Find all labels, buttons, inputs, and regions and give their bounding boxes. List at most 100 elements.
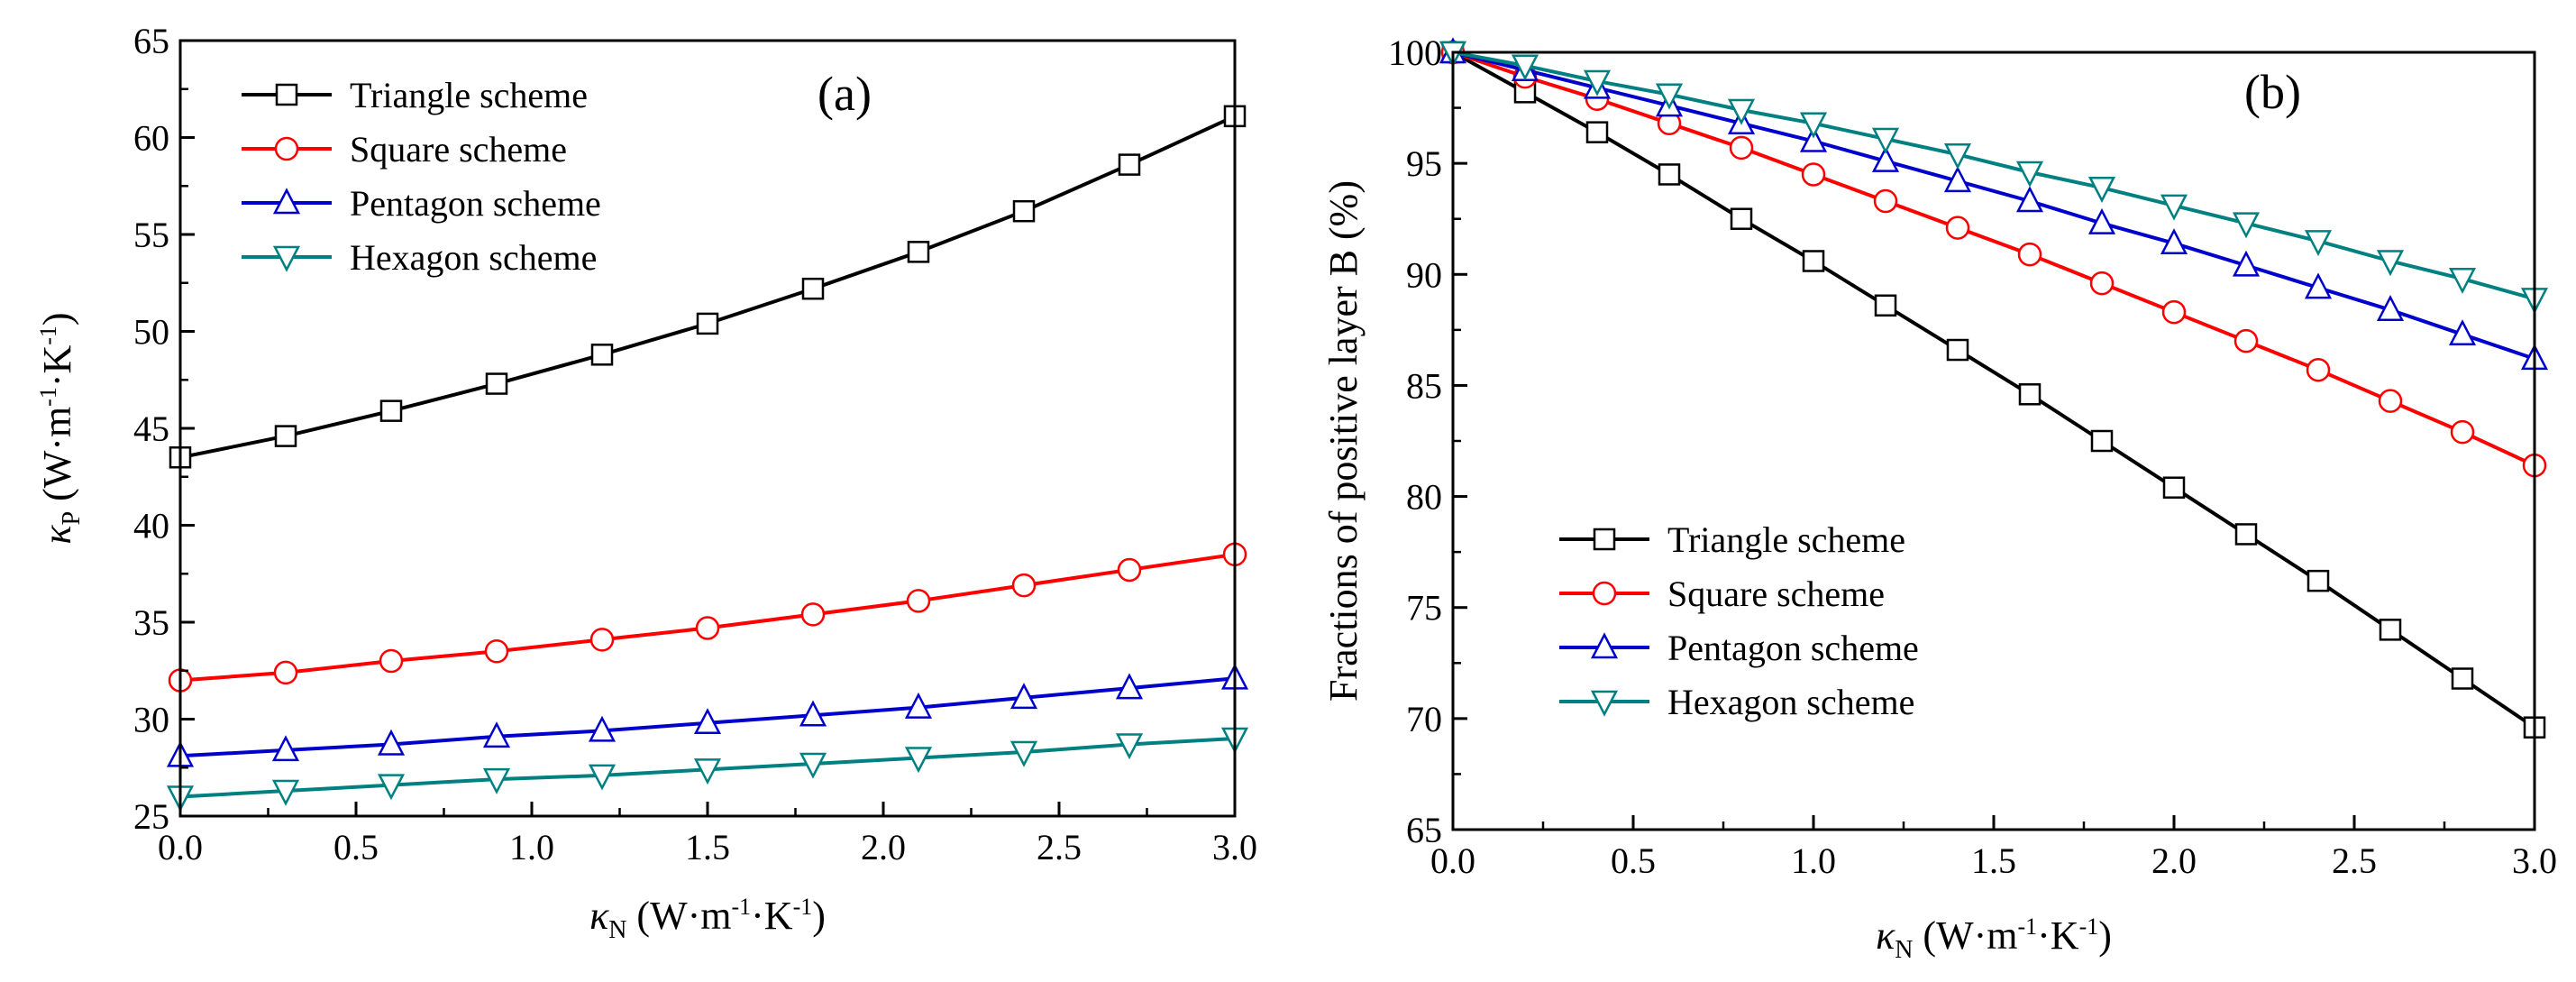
panel-a-data-point-triangle <box>696 312 719 335</box>
panel-b-data-point-hexagon <box>2232 212 2261 239</box>
panel-a-legend-entry-square: Square scheme <box>242 129 567 170</box>
panel-b-legend-marker-pentagon <box>1590 632 1619 659</box>
y-tick-label: 25 <box>133 796 169 837</box>
x-tick-label: 1.5 <box>685 827 730 867</box>
x-tick-label: 2.5 <box>2332 840 2377 881</box>
panel-a-data-point-triangle <box>485 372 508 395</box>
panel-a-data-point-square <box>1011 573 1037 598</box>
panel-b-series-line-square <box>1452 50 2535 467</box>
panel-a-legend-label-pentagon: Pentagon scheme <box>350 183 601 224</box>
panel-b-data-point-hexagon <box>2304 230 2333 257</box>
y-tick-label: 40 <box>133 506 169 546</box>
panel-a-plot-frame <box>178 39 1237 818</box>
panel-a-data-point-hexagon <box>904 747 933 774</box>
y-tick-label: 45 <box>133 408 169 449</box>
panel-b-data-point-hexagon <box>1511 54 1539 81</box>
panel-a-data-point-pentagon <box>377 729 406 756</box>
panel-b-legend-label-triangle: Triangle scheme <box>1667 519 1905 560</box>
y-tick-label: 30 <box>133 700 169 740</box>
panel-b-data-point-square <box>1729 135 1754 161</box>
panel-b-series-line-triangle <box>1452 50 2536 730</box>
x-tick-label: 0.0 <box>158 827 203 867</box>
panel-b-data-point-square <box>2450 419 2475 445</box>
panel-b-data-point-pentagon <box>2232 250 2261 277</box>
panel-b-data-point-hexagon <box>1871 127 1900 154</box>
panel-a-data-point-triangle <box>1012 199 1036 223</box>
panel-b-series-line-pentagon <box>1452 50 2535 361</box>
panel-a-legend-marker-hexagon <box>272 245 301 272</box>
panel-b-series-layer <box>1439 37 2549 739</box>
panel-a-data-point-pentagon <box>693 708 722 735</box>
panel-b-data-point-hexagon <box>1799 112 1828 139</box>
panel-a-data-point-square <box>906 589 931 613</box>
panel-b-data-point-square <box>1873 188 1898 214</box>
y-tick-label: 95 <box>1406 143 1442 184</box>
panel-b-legend-entry-triangle: Triangle scheme <box>1559 519 1905 560</box>
panel-b-legend-marker-square <box>1592 581 1617 606</box>
panel-a-data-point-pentagon <box>588 715 617 742</box>
panel-a-legend-marker-pentagon <box>272 188 301 215</box>
panel-b-legend-label-pentagon: Pentagon scheme <box>1667 628 1919 668</box>
panel-b-series-line-hexagon <box>1452 50 2535 301</box>
panel-b-data-point-square <box>1945 216 1970 240</box>
panel-a-data-point-hexagon <box>482 767 511 794</box>
panel-a-series-layer <box>166 105 1249 812</box>
panel-a-data-point-triangle <box>274 425 297 447</box>
x-tick-label: 1.0 <box>1791 840 1836 881</box>
panel-b-legend-label-square: Square scheme <box>1667 574 1885 614</box>
panel-b-data-point-hexagon <box>1727 98 1756 125</box>
panel-a-data-point-triangle <box>801 277 825 300</box>
panel-a-legend: Triangle scheme Square scheme Pentagon s… <box>242 75 601 278</box>
panel-b-legend-entry-hexagon: Hexagon scheme <box>1559 682 1914 722</box>
panel-a-legend-marker-triangle <box>275 83 298 106</box>
panel-a-data-point-square <box>1117 557 1142 583</box>
panel-a-y-axis-label: κP (W·m-1·K-1) <box>35 312 86 544</box>
panel-b-data-point-square <box>2378 389 2403 413</box>
y-tick-label: 100 <box>1388 32 1442 73</box>
panel-b-data-point-triangle <box>1658 163 1681 186</box>
panel-b-legend-marker-triangle <box>1593 528 1616 551</box>
panel-a-label: (a) <box>818 67 872 121</box>
panel-a-data-point-triangle <box>907 241 930 263</box>
panel-b-data-point-hexagon <box>1943 143 1972 170</box>
y-tick-label: 75 <box>1406 588 1442 629</box>
x-tick-label: 2.0 <box>861 827 906 867</box>
panel-a-data-point-pentagon <box>799 700 827 727</box>
panel-a-data-point-square <box>800 602 826 627</box>
panel-b-data-point-hexagon <box>1583 69 1612 96</box>
panel-b-data-point-square <box>2089 271 2115 296</box>
panel-a-data-point-square <box>484 639 509 664</box>
panel-b-data-point-triangle <box>1730 207 1753 230</box>
panel-b-data-point-square <box>2233 328 2259 353</box>
panel-a-data-point-hexagon <box>588 764 617 791</box>
panel-a-legend-label-triangle: Triangle scheme <box>350 75 588 115</box>
panel-a-series-line-triangle <box>179 114 1236 460</box>
panel-a-data-point-square <box>273 660 298 685</box>
panel-a-legend-entry-triangle: Triangle scheme <box>242 75 588 115</box>
panel-b-data-point-pentagon <box>2087 207 2116 234</box>
panel-a-data-point-square <box>695 616 720 640</box>
panel-a-x-axis-label: κN (W·m-1·K-1) <box>589 894 826 944</box>
y-tick-label: 85 <box>1406 365 1442 406</box>
y-tick-label: 50 <box>133 312 169 353</box>
panel-b-data-point-triangle <box>1585 121 1609 143</box>
panel-b-legend-entry-square: Square scheme <box>1559 574 1885 614</box>
panel-a-legend-marker-square <box>274 136 299 161</box>
x-tick-label: 0.0 <box>1430 840 1475 881</box>
panel-b-data-point-pentagon <box>2448 319 2477 346</box>
panel-b-ticks: 0.0 0.5 1.0 1.5 2.0 2.5 3.0 65 70 75 80 85 90 95 100 <box>1388 32 2557 881</box>
x-tick-label: 1.0 <box>509 827 554 867</box>
panel-b-data-point-hexagon <box>2448 267 2477 294</box>
panel-a-data-point-hexagon <box>693 758 722 785</box>
panel-a-legend-label-hexagon: Hexagon scheme <box>350 237 597 278</box>
panel-b-data-point-pentagon <box>2376 294 2405 321</box>
panel-a-data-point-triangle <box>590 344 614 366</box>
panel-b-data-point-pentagon <box>2015 186 2044 213</box>
panel-a-data-point-square <box>379 648 404 674</box>
panel-b-data-point-pentagon <box>1799 125 1828 152</box>
panel-b-data-point-triangle <box>2379 619 2402 641</box>
panel-b-chart: 0.0 0.5 1.0 1.5 2.0 2.5 3.0 65 70 75 80 85 90 95 100 T… <box>1321 32 2557 964</box>
panel-b-data-point-triangle <box>1874 294 1897 317</box>
y-tick-label: 90 <box>1406 254 1442 295</box>
